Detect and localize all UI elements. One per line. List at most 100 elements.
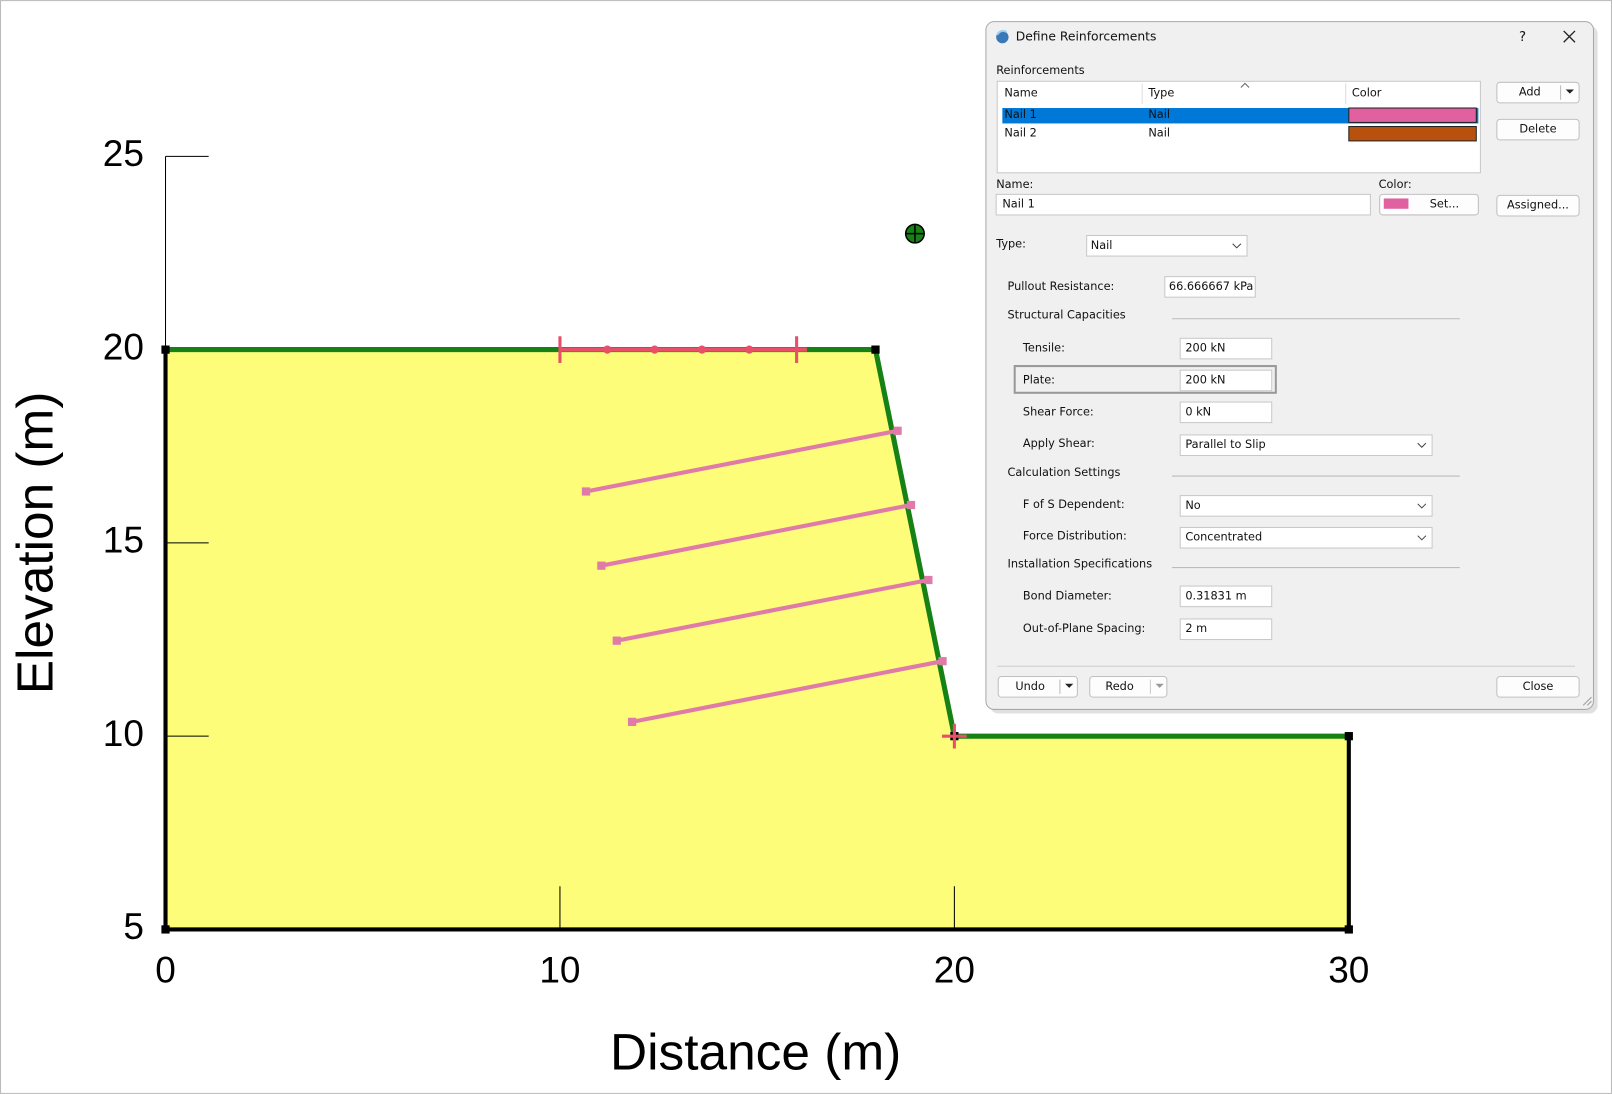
column-header: Name bbox=[1004, 87, 1037, 100]
x-axis-title: Distance (m) bbox=[610, 1022, 901, 1080]
group-label: Calculation Settings bbox=[1008, 466, 1121, 479]
table-cell: Nail 2 bbox=[1004, 127, 1036, 140]
vertex bbox=[161, 345, 170, 354]
combo-box[interactable] bbox=[1179, 434, 1433, 457]
vertex bbox=[1344, 732, 1353, 741]
nail bbox=[600, 502, 912, 568]
plate-input[interactable] bbox=[1179, 369, 1273, 392]
set-button-label: Set... bbox=[1430, 198, 1459, 211]
field-label: Color: bbox=[1379, 178, 1412, 191]
redo-button-label: Redo bbox=[1105, 680, 1133, 693]
table-cell: Nail bbox=[1148, 127, 1170, 140]
section-label: Reinforcements bbox=[996, 64, 1085, 77]
nail-end bbox=[924, 575, 933, 585]
field-label: Pullout Resistance: bbox=[1008, 280, 1115, 293]
dialog: Define Reinforcements ? Reinforcements Name… bbox=[985, 21, 1598, 714]
combo-arrow bbox=[1232, 243, 1242, 249]
assigned-button[interactable] bbox=[1496, 194, 1580, 217]
slope-region bbox=[165, 349, 1349, 930]
nail bbox=[616, 577, 929, 643]
shear-input[interactable] bbox=[1179, 401, 1273, 424]
field-label: Out-of-Plane Spacing: bbox=[1023, 622, 1145, 635]
current-color bbox=[1383, 198, 1409, 209]
sort-caret bbox=[1240, 82, 1250, 88]
x-tick-label: 10 bbox=[539, 948, 580, 990]
column-header: Color bbox=[1352, 87, 1382, 100]
help-button[interactable]: ? bbox=[1519, 30, 1526, 45]
vertex bbox=[1344, 925, 1353, 934]
bond-input[interactable] bbox=[1179, 585, 1273, 608]
nail bbox=[631, 659, 943, 724]
field-label: Bond Diameter: bbox=[1023, 589, 1112, 602]
dropdown-arrow bbox=[1065, 683, 1074, 688]
pullout-input[interactable] bbox=[1164, 276, 1256, 298]
delete-button[interactable] bbox=[1496, 118, 1580, 141]
tensile-value: 200 kN bbox=[1185, 342, 1225, 355]
focus-row bbox=[1013, 365, 1277, 394]
y-axis-title: Elevation (m) bbox=[6, 392, 64, 695]
plot: 5 10 15 20 25 0 10 20 30 Distance (m) Elevation (m… bbox=[6, 132, 1370, 1080]
y-tick-label: 10 bbox=[103, 712, 144, 754]
combo-arrow bbox=[1417, 442, 1427, 449]
slip-point bbox=[745, 345, 754, 354]
nail-end bbox=[597, 561, 606, 570]
field-label: F of S Dependent: bbox=[1023, 498, 1125, 511]
name-value: Nail 1 bbox=[1002, 198, 1034, 211]
undo-button[interactable] bbox=[997, 676, 1078, 698]
dialog-window bbox=[985, 21, 1595, 710]
resize-grip bbox=[1582, 696, 1592, 706]
slip-center-cross bbox=[905, 224, 925, 243]
combo-arrow bbox=[1417, 503, 1427, 509]
combo-box[interactable] bbox=[1179, 526, 1433, 549]
undo-button-label: Undo bbox=[1015, 680, 1045, 693]
delete-button-label: Delete bbox=[1519, 123, 1556, 136]
nail-end bbox=[628, 717, 637, 726]
field-label: Plate: bbox=[1023, 373, 1055, 386]
combo-box[interactable] bbox=[1086, 234, 1248, 257]
group-label: Structural Capacities bbox=[1008, 309, 1126, 322]
vertex bbox=[161, 925, 170, 934]
y-tick-label: 5 bbox=[123, 905, 144, 947]
add-button[interactable] bbox=[1496, 81, 1580, 104]
combo-arrow bbox=[1417, 535, 1427, 541]
color-swatch bbox=[1348, 107, 1477, 123]
nail-end bbox=[581, 487, 591, 496]
nail bbox=[585, 428, 898, 494]
apply_shear-value: Parallel to Slip bbox=[1185, 438, 1265, 451]
shear-value: 0 kN bbox=[1185, 405, 1211, 418]
field-label: Type: bbox=[995, 238, 1026, 251]
add-button-label: Add bbox=[1519, 86, 1541, 99]
table-cell: Nail bbox=[1148, 108, 1170, 121]
app-icon-shine bbox=[996, 29, 1008, 36]
close-button[interactable] bbox=[1496, 676, 1580, 698]
dropdown-arrow bbox=[1155, 683, 1164, 688]
ground-surface bbox=[165, 347, 1349, 739]
combo-box[interactable] bbox=[1179, 495, 1433, 517]
name-input[interactable] bbox=[995, 193, 1371, 216]
bond-value: 0.31831 m bbox=[1185, 589, 1246, 602]
spacing-input[interactable] bbox=[1179, 618, 1273, 641]
app-icon bbox=[996, 30, 1009, 44]
fos-value: No bbox=[1185, 499, 1200, 512]
x-tick-label: 0 bbox=[155, 948, 176, 990]
group-label: Installation Specifications bbox=[1008, 557, 1153, 570]
y-tick-label: 15 bbox=[103, 519, 144, 561]
vertex bbox=[871, 345, 880, 354]
y-tick-label: 25 bbox=[103, 132, 144, 174]
redo-button[interactable] bbox=[1089, 676, 1168, 698]
field-label: Shear Force: bbox=[1023, 405, 1094, 418]
y-tick-label: 20 bbox=[103, 325, 144, 367]
column-header: Type bbox=[1147, 87, 1174, 100]
slip-point bbox=[697, 345, 707, 354]
plate-value: 200 kN bbox=[1185, 373, 1225, 386]
x-tick-label: 30 bbox=[1328, 948, 1369, 990]
field-label: Name: bbox=[996, 178, 1033, 191]
slip-point bbox=[650, 345, 659, 354]
field-label: Apply Shear: bbox=[1023, 437, 1095, 450]
close-icon[interactable] bbox=[1563, 30, 1576, 43]
nail-end bbox=[893, 426, 902, 435]
dialog-title: Define Reinforcements bbox=[1016, 30, 1157, 44]
type-value: Nail bbox=[1091, 239, 1113, 252]
tensile-input[interactable] bbox=[1179, 337, 1273, 360]
table-cell: Nail 1 bbox=[1004, 108, 1036, 121]
